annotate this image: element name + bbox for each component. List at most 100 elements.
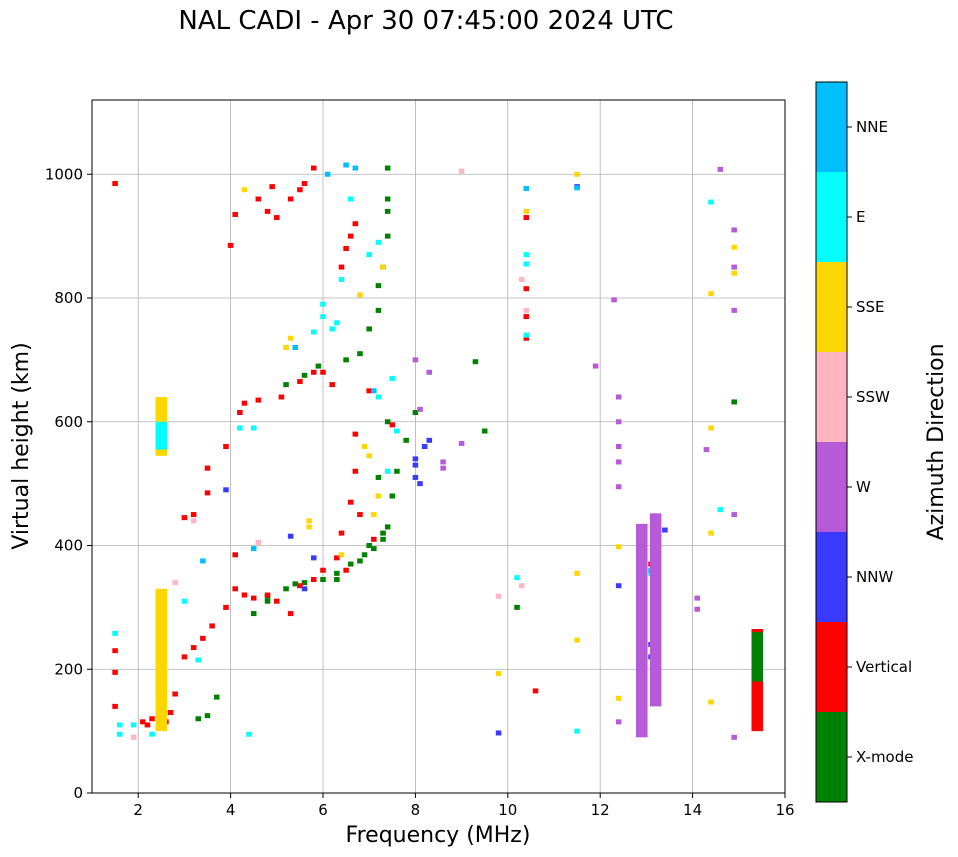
point-x-mode [384,196,391,202]
point-x-mode [301,372,308,378]
point-vertical [223,604,229,610]
point-nne [343,162,349,168]
point-vertical [255,196,262,202]
point-sse [306,524,312,530]
y-tick-label: 200 [54,660,83,678]
colorbar-swatch-nne [816,82,847,172]
point-nne [292,345,299,350]
point-nnw [412,474,419,480]
point-vertical [140,719,146,725]
point-sse [380,264,386,270]
point-vertical [274,215,280,221]
point-ssw [130,734,137,740]
point-vertical [297,583,303,589]
bar-x-mode [751,632,764,682]
point-x-mode [384,165,391,171]
point-x-mode [380,536,386,542]
colorbar-frame [815,81,848,803]
bar-w [636,523,648,738]
point-e [246,731,252,737]
point-x-mode [334,577,340,583]
point-vertical [347,233,354,239]
point-sse [375,493,382,499]
x-tick-label: 10 [498,801,517,819]
point-x-mode [384,208,391,214]
point-vertical [352,221,359,227]
point-vertical [223,444,229,449]
point-nne [352,165,359,171]
x-tick-label: 2 [133,801,143,819]
point-vertical [181,654,188,660]
point-vertical [274,598,280,604]
point-e [523,252,530,258]
colorbar-swatch-ssw [816,352,847,442]
point-e [195,657,202,663]
point-x-mode [320,577,326,583]
point-vertical [269,184,275,190]
point-e [181,598,188,604]
point-e [237,425,243,431]
point-e [320,314,326,320]
point-vertical [347,499,354,505]
point-ssw [518,276,525,282]
point-vertical [334,555,340,561]
point-vertical [144,722,151,728]
point-x-mode [375,307,382,313]
point-sse [361,444,368,449]
point-sse [615,695,622,701]
point-x-mode [334,570,340,576]
point-vertical [232,586,238,592]
point-vertical [310,577,317,583]
point-vertical [181,515,188,521]
point-vertical [343,567,349,573]
x-tick-label: 6 [318,801,328,819]
point-vertical [320,369,326,375]
point-w [731,264,737,270]
point-sse [357,292,363,298]
bar-sse [155,588,168,732]
point-nnw [615,583,622,589]
point-sse [615,544,622,550]
point-e [574,728,580,734]
point-vertical [278,394,285,400]
point-vertical [532,688,539,694]
point-sse [708,425,714,431]
point-w [615,484,622,490]
point-w [717,166,724,172]
x-tick-label: 12 [591,801,610,819]
point-vertical [209,623,215,629]
y-axis-label: Virtual height (km) [9,342,34,549]
grid [92,100,786,794]
point-e [112,630,118,636]
point-e [130,722,137,728]
colorbar: X-mode Vertical NNW W SSW SSE E NNE [815,81,913,803]
colorbar-tick-label: NNW [856,568,893,586]
point-sse [708,699,714,705]
point-vertical [343,246,349,251]
point-x-mode [514,604,520,610]
point-vertical [232,211,238,217]
point-e [375,239,382,245]
point-vertical [523,286,530,292]
point-e [523,261,530,267]
point-vertical [204,490,211,496]
point-e [523,332,530,338]
colorbar-swatch-vertical [816,622,847,712]
point-vertical [287,196,294,202]
point-vertical [523,335,530,341]
point-nnw [223,487,229,493]
point-vertical [190,645,197,651]
point-ssw [190,518,197,524]
point-vertical [329,382,336,388]
point-x-mode [366,543,372,548]
point-nnw [417,481,423,487]
point-nnw [412,462,419,468]
point-vertical [523,314,530,320]
point-vertical [112,669,118,675]
point-x-mode [283,586,289,592]
point-w [731,307,737,313]
point-x-mode [394,468,400,474]
point-x-mode [357,558,363,564]
point-w [615,719,622,725]
